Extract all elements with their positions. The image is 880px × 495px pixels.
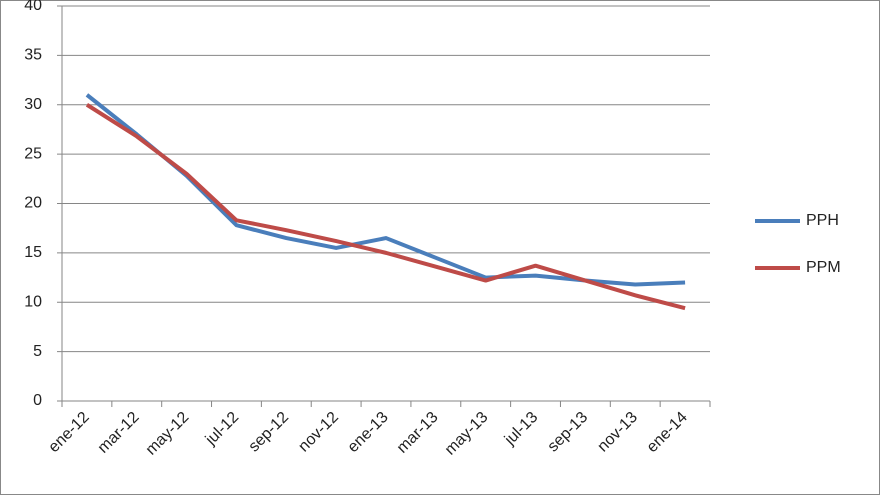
y-tick-label: 5 <box>33 343 42 360</box>
y-tick-label: 10 <box>24 293 42 310</box>
series-line <box>85 103 686 311</box>
y-tick-label: 15 <box>24 244 42 261</box>
legend-label: PPH <box>806 212 839 229</box>
y-tick-label: 20 <box>24 195 42 212</box>
y-tick-label: 25 <box>24 145 42 162</box>
legend-label: PPM <box>806 259 841 276</box>
y-tick-label: 0 <box>33 392 42 409</box>
y-tick-label: 30 <box>24 96 42 113</box>
y-tick-label: 35 <box>24 47 42 64</box>
y-tick-label: 40 <box>24 0 42 14</box>
